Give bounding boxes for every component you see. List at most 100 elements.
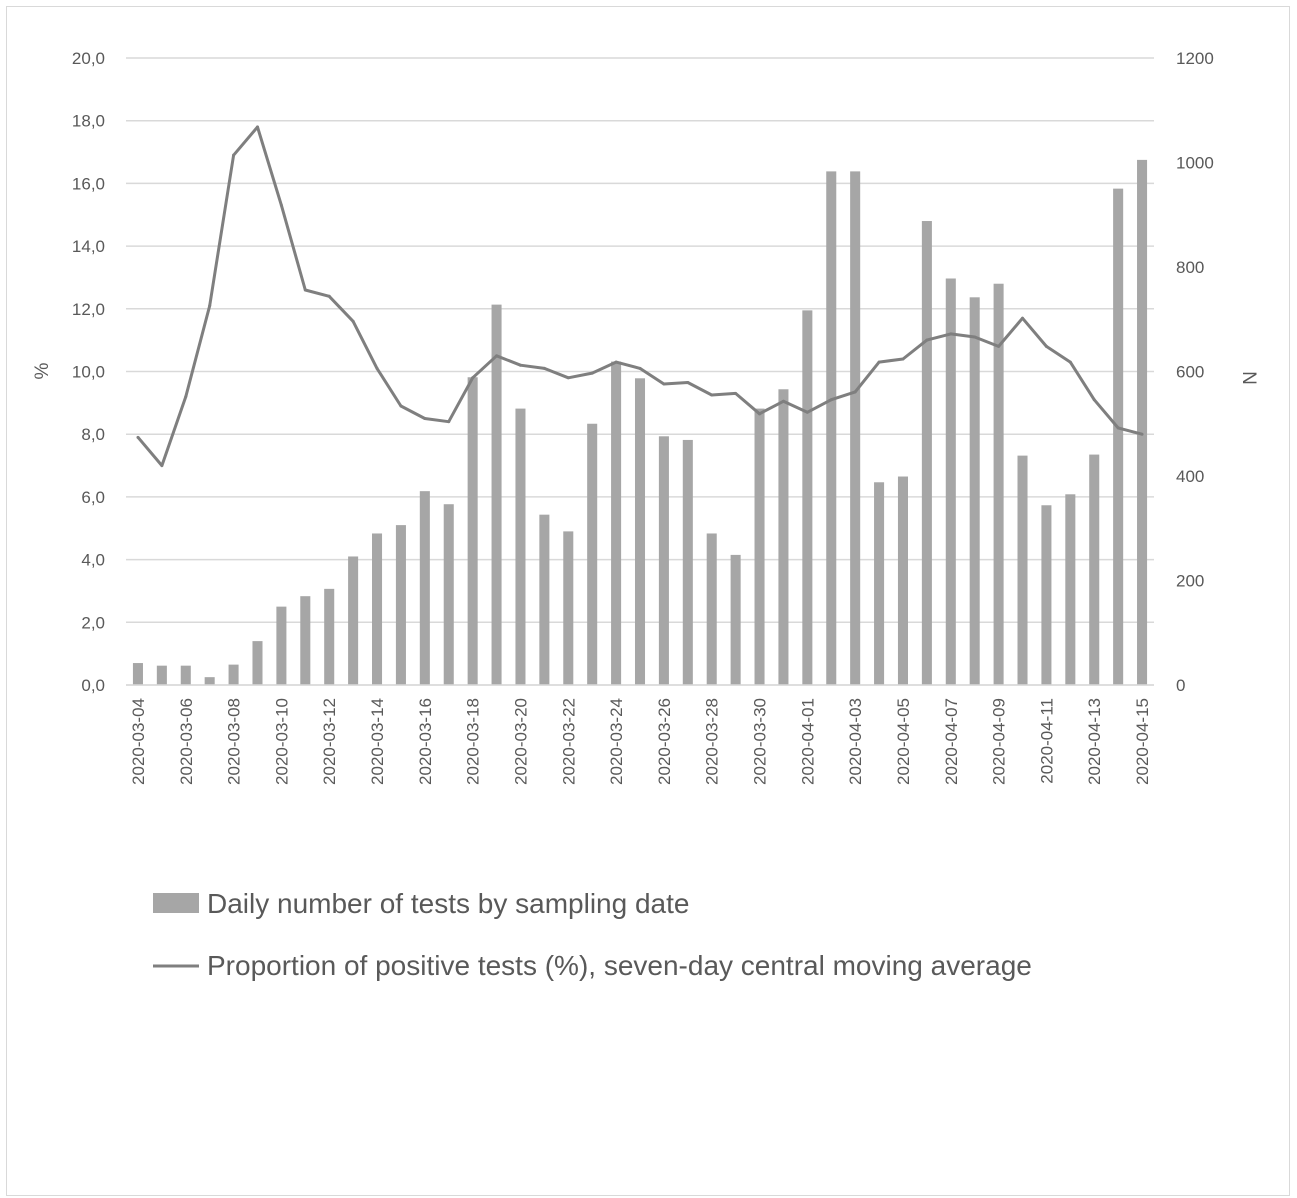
left-axis-ticks: 0,0 2,0 4,0 6,0 8,0 10,0 12,0 14,0 16,0 18,0 20,0 (72, 49, 105, 695)
x-tick-label: 2020-03-18 (464, 698, 483, 785)
line-point-2020-03-25 (638, 366, 642, 370)
bar-2020-03-29 (730, 554, 741, 685)
bar-2020-03-10 (276, 606, 287, 685)
line-point-2020-04-04 (877, 360, 881, 364)
bar-2020-03-14 (372, 533, 383, 685)
line-point-2020-03-05 (160, 464, 164, 468)
line-point-2020-03-27 (686, 380, 690, 384)
line-point-2020-04-14 (1116, 426, 1120, 430)
x-tick-label: 2020-03-14 (368, 698, 387, 785)
right-tick-label: 600 (1176, 363, 1204, 382)
left-tick-label: 10,0 (72, 363, 105, 382)
bar-2020-03-07 (204, 677, 215, 685)
bar-2020-03-26 (658, 436, 669, 685)
x-tick-label: 2020-04-01 (798, 698, 817, 785)
line-point-2020-04-01 (805, 410, 809, 414)
line-point-2020-04-05 (901, 357, 905, 361)
bar-2020-03-11 (300, 596, 311, 685)
bar-2020-04-03 (850, 171, 861, 685)
line-point-2020-03-09 (255, 125, 259, 129)
line-point-2020-03-19 (495, 354, 499, 358)
bar-2020-04-12 (1065, 494, 1076, 685)
bar-2020-03-06 (180, 665, 191, 685)
bar-2020-03-19 (491, 304, 502, 685)
line-point-2020-03-24 (614, 360, 618, 364)
line-point-2020-03-04 (136, 435, 140, 439)
line-point-2020-04-11 (1044, 344, 1048, 348)
bar-2020-04-14 (1113, 188, 1124, 685)
line-point-2020-03-28 (710, 393, 714, 397)
bar-2020-03-12 (324, 588, 335, 685)
line-point-2020-04-07 (949, 332, 953, 336)
line-point-2020-03-20 (518, 363, 522, 367)
x-tick-label: 2020-04-15 (1133, 698, 1152, 785)
bar-2020-04-07 (945, 278, 956, 685)
legend-bar-label: Daily number of tests by sampling date (207, 888, 689, 919)
legend-line-label: Proportion of positive tests (%), seven-… (207, 950, 1032, 981)
line-point-2020-04-10 (1021, 316, 1025, 320)
line-point-2020-03-08 (232, 153, 236, 157)
bar-2020-03-31 (778, 389, 789, 685)
bar-2020-04-01 (802, 310, 813, 685)
bar-2020-03-23 (587, 423, 598, 685)
right-tick-label: 1200 (1176, 49, 1214, 68)
x-tick-label: 2020-04-13 (1085, 698, 1104, 785)
bar-2020-03-28 (706, 533, 717, 685)
line-point-2020-03-18 (471, 376, 475, 380)
bar-2020-04-05 (897, 476, 908, 685)
bar-2020-03-04 (132, 663, 143, 685)
line-point-2020-03-22 (566, 376, 570, 380)
line-point-2020-04-09 (997, 344, 1001, 348)
line-point-2020-04-15 (1140, 432, 1144, 436)
x-tick-label: 2020-03-10 (272, 698, 291, 785)
x-tick-label: 2020-03-08 (225, 698, 244, 785)
bar-2020-04-13 (1089, 454, 1100, 685)
bar-2020-03-18 (467, 377, 478, 685)
line-point-2020-04-08 (973, 335, 977, 339)
bar-2020-03-15 (395, 525, 406, 685)
x-axis-ticks: 2020-03-04 2020-03-06 2020-03-08 2020-03-10… (129, 698, 1152, 785)
left-tick-label: 16,0 (72, 174, 105, 193)
bar-2020-04-04 (874, 482, 885, 685)
right-tick-label: 400 (1176, 467, 1204, 486)
bar-2020-04-10 (1017, 455, 1028, 685)
legend: Daily number of tests by sampling date P… (153, 888, 1032, 981)
bar-2020-04-06 (921, 221, 932, 685)
bar-2020-03-16 (419, 491, 430, 685)
right-tick-label: 200 (1176, 572, 1204, 591)
legend-bar-swatch (153, 893, 199, 913)
right-axis-title: N (1238, 371, 1259, 385)
left-tick-label: 12,0 (72, 300, 105, 319)
x-tick-label: 2020-03-24 (607, 698, 626, 785)
x-tick-label: 2020-03-04 (129, 698, 148, 785)
right-tick-label: 800 (1176, 258, 1204, 277)
line-point-2020-03-29 (734, 391, 738, 395)
x-tick-label: 2020-03-20 (512, 698, 531, 785)
bar-2020-03-17 (443, 504, 454, 685)
line-point-2020-04-03 (853, 390, 857, 394)
x-tick-label: 2020-03-26 (655, 698, 674, 785)
bar-2020-04-09 (993, 283, 1004, 685)
bar-2020-03-27 (682, 439, 693, 685)
line-point-2020-04-13 (1092, 398, 1096, 402)
line-point-2020-03-31 (781, 399, 785, 403)
line-point-2020-03-11 (303, 288, 307, 292)
bar-2020-03-22 (563, 531, 574, 685)
line-point-2020-03-17 (447, 420, 451, 424)
line-point-2020-03-16 (423, 417, 427, 421)
left-tick-label: 2,0 (81, 613, 105, 632)
x-tick-label: 2020-03-28 (703, 698, 722, 785)
chart-frame (6, 6, 1290, 1196)
left-tick-label: 18,0 (72, 112, 105, 131)
bar-2020-04-15 (1137, 159, 1148, 685)
line-point-2020-03-06 (184, 395, 188, 399)
bar-2020-04-08 (969, 297, 980, 685)
left-tick-label: 6,0 (81, 488, 105, 507)
line-point-2020-03-23 (590, 371, 594, 375)
line-point-2020-03-30 (758, 412, 762, 416)
x-tick-label: 2020-03-30 (751, 698, 770, 785)
line-point-2020-04-12 (1068, 360, 1072, 364)
x-tick-label: 2020-03-12 (320, 698, 339, 785)
line-point-2020-03-10 (279, 203, 283, 207)
